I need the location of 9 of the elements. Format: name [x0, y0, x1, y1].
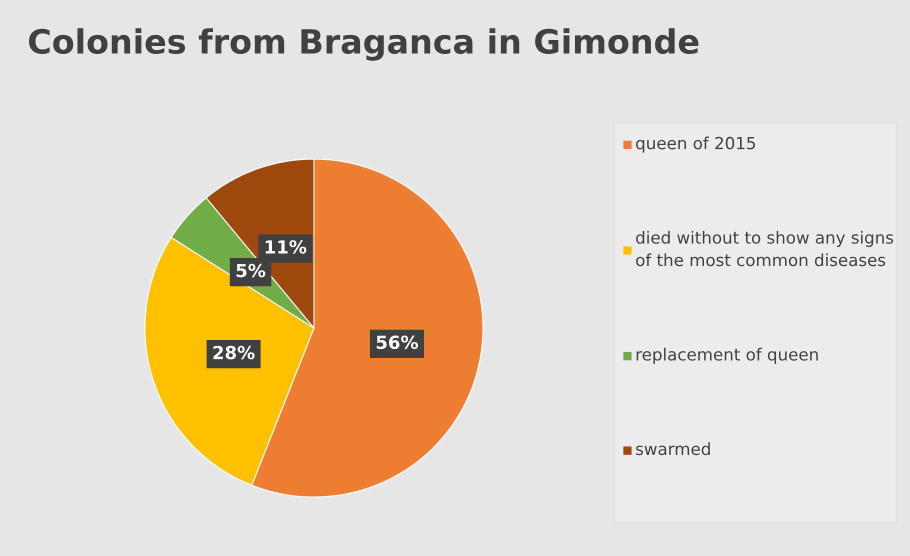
chart-title: Colonies from Braganca in Gimonde	[28, 28, 698, 61]
legend-label: swarmed	[636, 442, 710, 456]
legend-label: died without to show any signs of the most common diseases	[636, 230, 894, 266]
data-label: 56%	[376, 335, 418, 350]
data-label: 28%	[213, 346, 255, 360]
legend-label: queen of 2015	[636, 136, 756, 153]
legend-label: replacement of queen	[636, 348, 818, 364]
data-label: 11%	[266, 240, 306, 254]
data-label: 5%	[236, 264, 266, 278]
